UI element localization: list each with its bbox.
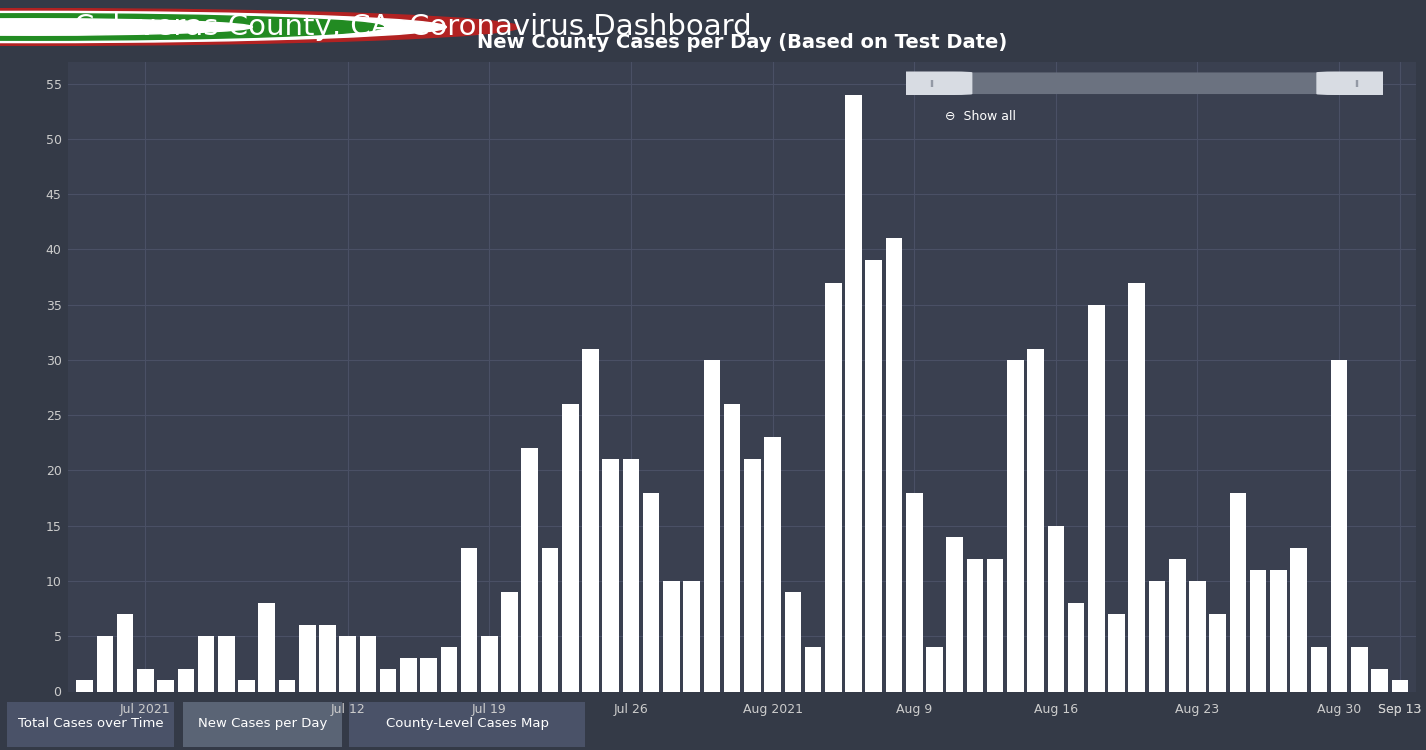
Bar <box>846 94 861 692</box>
Bar <box>1048 526 1064 692</box>
Bar <box>421 658 436 692</box>
Bar <box>1392 680 1407 692</box>
Title: New County Cases per Day (Based on Test Date): New County Cases per Day (Based on Test … <box>478 32 1007 52</box>
Bar <box>1007 360 1024 692</box>
Bar <box>218 636 234 692</box>
Circle shape <box>0 11 446 43</box>
Bar <box>258 603 275 692</box>
Bar <box>804 647 821 692</box>
Text: Calaveras County, CA: Coronavirus Dashboard: Calaveras County, CA: Coronavirus Dashbo… <box>74 13 752 41</box>
Bar <box>623 460 639 692</box>
Bar <box>967 559 983 692</box>
Bar <box>77 680 93 692</box>
Bar <box>401 658 416 692</box>
Bar <box>1229 493 1246 692</box>
FancyBboxPatch shape <box>891 73 1397 94</box>
Bar <box>744 460 760 692</box>
Bar <box>502 592 518 692</box>
Bar <box>198 636 214 692</box>
Bar <box>1310 647 1328 692</box>
Text: County-Level Cases Map: County-Level Cases Map <box>385 717 549 730</box>
Bar <box>1027 349 1044 692</box>
Bar <box>724 404 740 692</box>
Text: ||: || <box>1355 80 1359 87</box>
Bar <box>562 404 579 692</box>
Circle shape <box>0 19 252 35</box>
Bar <box>703 360 720 692</box>
Bar <box>866 260 883 692</box>
Bar <box>137 670 154 692</box>
Bar <box>238 680 255 692</box>
Bar <box>1251 570 1266 692</box>
Bar <box>461 548 478 692</box>
Bar <box>602 460 619 692</box>
Bar <box>764 437 781 692</box>
Bar <box>1169 559 1185 692</box>
Circle shape <box>0 9 519 45</box>
Bar <box>925 647 943 692</box>
Bar <box>1149 581 1165 692</box>
Bar <box>1372 670 1387 692</box>
Text: ⊖  Show all: ⊖ Show all <box>945 110 1017 123</box>
Bar <box>643 493 659 692</box>
Circle shape <box>0 13 384 40</box>
Bar <box>906 493 923 692</box>
Bar <box>582 349 599 692</box>
Bar <box>683 581 700 692</box>
Bar <box>339 636 356 692</box>
FancyBboxPatch shape <box>1316 71 1397 95</box>
Bar <box>1088 304 1105 692</box>
Bar <box>359 636 376 692</box>
Bar <box>987 559 1004 692</box>
Bar <box>379 670 396 692</box>
Bar <box>522 448 538 692</box>
Bar <box>1330 360 1348 692</box>
FancyBboxPatch shape <box>349 701 585 748</box>
Bar <box>177 670 194 692</box>
FancyBboxPatch shape <box>183 701 342 748</box>
Text: Total Cases over Time: Total Cases over Time <box>17 717 164 730</box>
Bar <box>157 680 174 692</box>
Bar <box>542 548 559 692</box>
Text: New Cases per Day: New Cases per Day <box>198 717 327 730</box>
Text: ||: || <box>930 80 934 87</box>
Bar <box>947 537 963 692</box>
Bar <box>1291 548 1308 692</box>
Bar <box>299 626 315 692</box>
Bar <box>886 238 903 692</box>
Bar <box>1189 581 1206 692</box>
Bar <box>319 626 335 692</box>
Bar <box>1271 570 1286 692</box>
Bar <box>784 592 801 692</box>
Bar <box>117 614 134 692</box>
Bar <box>663 581 680 692</box>
Bar <box>278 680 295 692</box>
Bar <box>1068 603 1084 692</box>
FancyBboxPatch shape <box>891 71 973 95</box>
Bar <box>481 636 498 692</box>
Bar <box>1128 283 1145 692</box>
FancyBboxPatch shape <box>7 701 174 748</box>
Bar <box>1209 614 1226 692</box>
Bar <box>1108 614 1125 692</box>
Bar <box>97 636 113 692</box>
Bar <box>441 647 458 692</box>
Bar <box>1350 647 1368 692</box>
Bar <box>826 283 841 692</box>
